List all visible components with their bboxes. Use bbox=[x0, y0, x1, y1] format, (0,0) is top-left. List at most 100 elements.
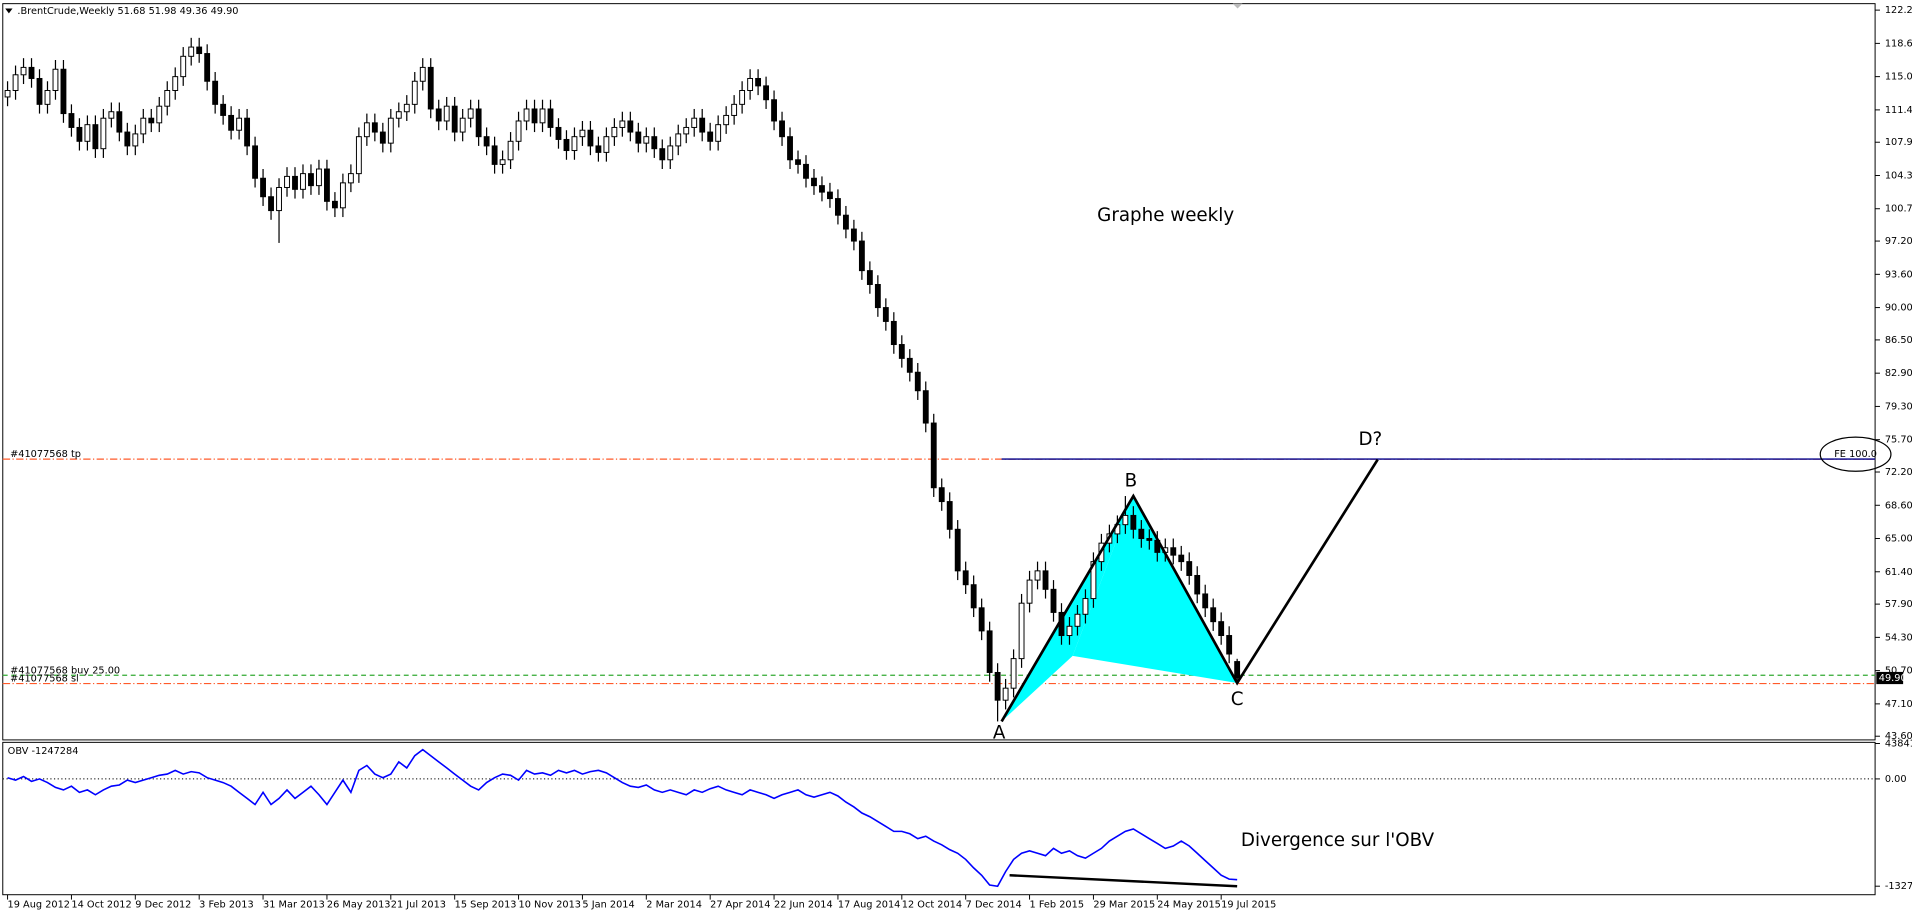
y-tick-label: 107.90 bbox=[1885, 137, 1912, 148]
candle-body bbox=[739, 90, 746, 105]
annotation: Graphe weekly bbox=[1097, 205, 1234, 226]
candle-body bbox=[531, 108, 538, 124]
x-tick-label: 24 May 2015 bbox=[1157, 899, 1221, 910]
candle-body bbox=[747, 77, 754, 91]
divergence-line bbox=[1009, 874, 1238, 888]
candle-body bbox=[850, 228, 857, 242]
candle-body bbox=[196, 46, 203, 55]
obv-line bbox=[7, 748, 1238, 888]
pattern-label: B bbox=[1125, 470, 1138, 491]
candle-body bbox=[699, 117, 706, 133]
candle-body bbox=[779, 120, 785, 138]
candle-body bbox=[387, 117, 394, 144]
candle-body bbox=[244, 117, 251, 147]
y-tick-label: 82.90 bbox=[1885, 368, 1912, 379]
candle-body bbox=[347, 173, 354, 184]
candle-body bbox=[555, 126, 562, 140]
x-tick-label: 7 Dec 2014 bbox=[966, 899, 1022, 910]
pattern-label: D? bbox=[1358, 429, 1382, 450]
candle-body bbox=[276, 187, 282, 212]
x-tick-label: 2 Mar 2014 bbox=[646, 899, 702, 910]
candle-body bbox=[906, 357, 913, 373]
y-tick-label: 111.40 bbox=[1885, 105, 1912, 116]
candle-body bbox=[76, 126, 83, 142]
candle-body bbox=[667, 145, 674, 161]
x-tick-label: 12 Oct 2014 bbox=[902, 899, 962, 910]
candle-body bbox=[1002, 687, 1009, 701]
candle-body bbox=[236, 117, 243, 131]
y-tick-label: -1327551 bbox=[1885, 881, 1912, 892]
candle-body bbox=[28, 66, 35, 79]
candle-body bbox=[603, 136, 610, 153]
candle-body bbox=[595, 145, 602, 153]
candle-body bbox=[803, 163, 809, 179]
candle-body bbox=[563, 138, 570, 152]
candle-body bbox=[491, 145, 498, 165]
candle-body bbox=[475, 108, 482, 138]
candle-body bbox=[1178, 554, 1185, 563]
chart-title: .BrentCrude,Weekly 51.68 51.98 49.36 49.… bbox=[17, 6, 238, 17]
candle-body bbox=[84, 124, 91, 142]
y-tick-label: 79.30 bbox=[1885, 401, 1912, 412]
shift-marker bbox=[1232, 3, 1243, 9]
x-tick-label: 9 Dec 2012 bbox=[135, 899, 191, 910]
fe-label: FE 100.0 bbox=[1834, 449, 1877, 460]
candle-body bbox=[140, 117, 147, 135]
y-tick-label: 50.70 bbox=[1885, 666, 1912, 677]
x-tick-label: 26 May 2013 bbox=[327, 899, 391, 910]
candle-body bbox=[635, 131, 642, 144]
candle-body bbox=[419, 66, 426, 82]
candle-body bbox=[435, 108, 442, 122]
candle-body bbox=[1226, 635, 1233, 655]
candle-body bbox=[467, 108, 474, 119]
y-tick-label: 97.20 bbox=[1885, 236, 1912, 247]
candle-body bbox=[1074, 613, 1081, 627]
candle-body bbox=[882, 307, 889, 322]
candle-body bbox=[874, 283, 881, 309]
candle-body bbox=[156, 105, 163, 124]
candle-body bbox=[1146, 538, 1153, 541]
price-panel bbox=[2, 3, 1876, 741]
candle-body bbox=[339, 182, 346, 209]
candle-body bbox=[260, 177, 266, 198]
order-label: #41077568 buy 25.00 bbox=[10, 665, 120, 676]
candle-body bbox=[403, 103, 410, 113]
candle-body bbox=[938, 487, 945, 503]
candle-body bbox=[395, 111, 402, 119]
candle-body bbox=[922, 390, 929, 424]
candle-body bbox=[180, 55, 187, 78]
y-tick-label: 90.00 bbox=[1885, 303, 1912, 314]
candle-body bbox=[787, 136, 793, 161]
candle-body bbox=[1082, 598, 1089, 615]
candle-body bbox=[1234, 661, 1241, 679]
candle-body bbox=[124, 131, 131, 147]
x-tick-label: 10 Nov 2013 bbox=[519, 899, 581, 910]
candle-body bbox=[292, 175, 298, 190]
candle-body bbox=[914, 371, 921, 392]
x-tick-label: 31 Mar 2013 bbox=[263, 899, 325, 910]
pattern-fill bbox=[1072, 496, 1238, 684]
candle-body bbox=[1138, 528, 1145, 540]
obv-panel bbox=[2, 741, 1876, 896]
y-tick-label: 122.20 bbox=[1885, 5, 1912, 16]
y-tick-label: 72.20 bbox=[1885, 467, 1912, 478]
candle-body bbox=[858, 240, 865, 272]
candle-body bbox=[930, 422, 937, 489]
candle-body bbox=[20, 66, 27, 76]
candle-body bbox=[842, 214, 849, 230]
candle-body bbox=[483, 136, 490, 147]
candle-body bbox=[507, 140, 514, 161]
x-tick-label: 21 Jul 2013 bbox=[391, 899, 446, 910]
candle-body bbox=[316, 168, 322, 187]
annotation: Divergence sur l'OBV bbox=[1241, 830, 1435, 851]
y-tick-label: 93.60 bbox=[1885, 269, 1912, 280]
candle-body bbox=[978, 607, 985, 632]
candle-body bbox=[539, 108, 546, 124]
candle-body bbox=[363, 122, 370, 138]
y-tick-label: 61.40 bbox=[1885, 567, 1912, 578]
candle-body bbox=[331, 200, 338, 209]
candle-body bbox=[252, 145, 259, 179]
candle-body bbox=[715, 124, 722, 142]
candle-body bbox=[691, 117, 698, 128]
